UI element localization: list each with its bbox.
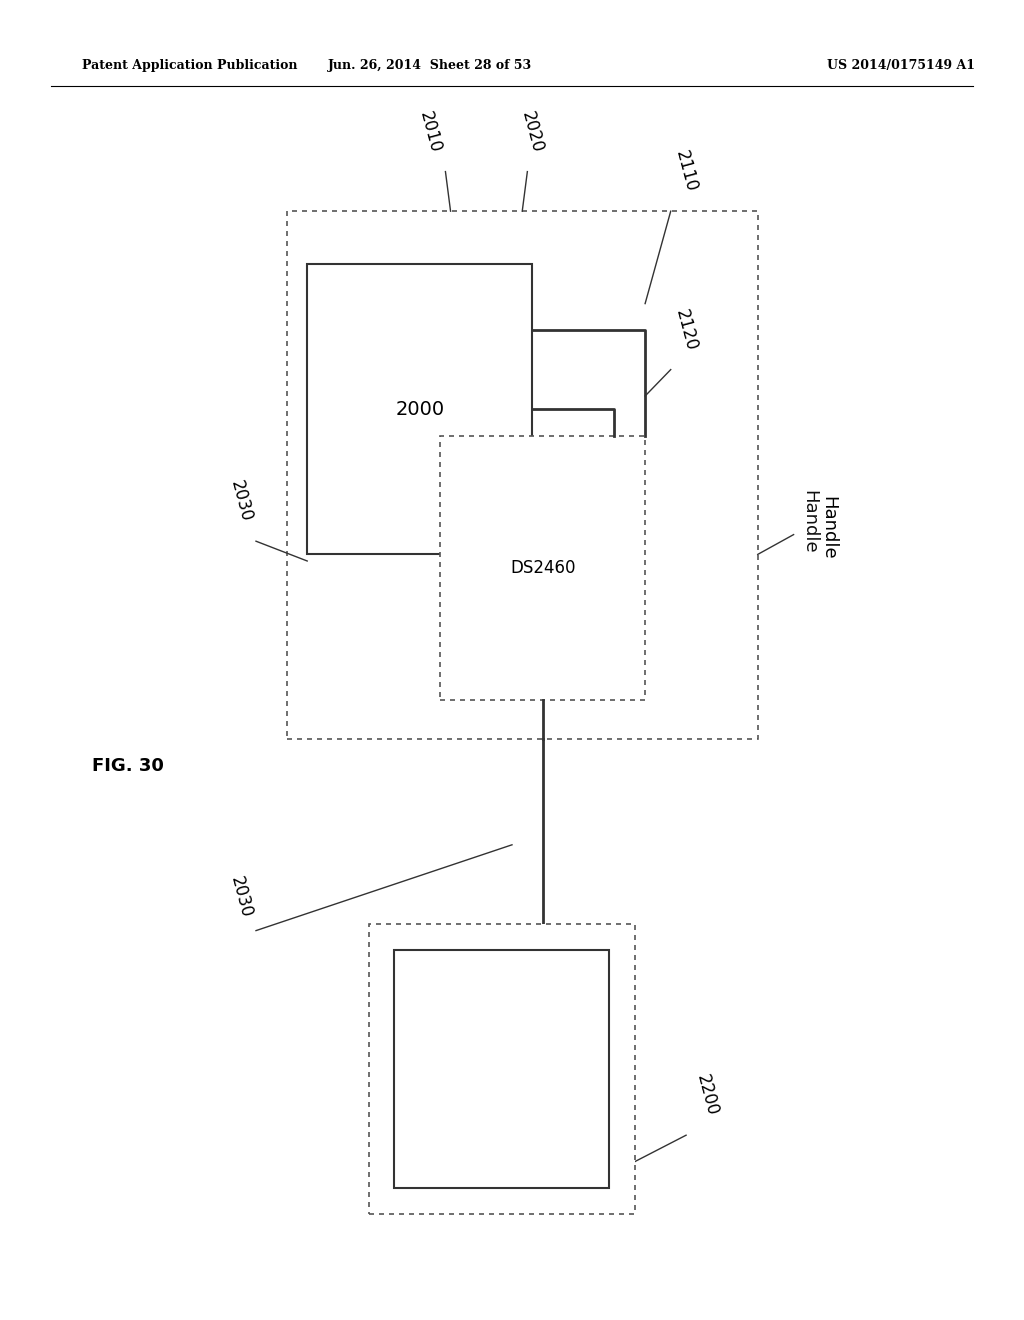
FancyBboxPatch shape — [307, 264, 532, 554]
Text: Patent Application Publication: Patent Application Publication — [82, 59, 297, 73]
Text: 2030: 2030 — [226, 479, 255, 524]
Text: Jun. 26, 2014  Sheet 28 of 53: Jun. 26, 2014 Sheet 28 of 53 — [328, 59, 532, 73]
Text: Handle: Handle — [800, 490, 818, 553]
Text: 2110: 2110 — [672, 149, 700, 194]
Text: 2000: 2000 — [395, 400, 444, 418]
Text: FIG. 30: FIG. 30 — [92, 756, 164, 775]
Text: DS2460: DS2460 — [510, 558, 575, 577]
FancyBboxPatch shape — [394, 950, 609, 1188]
Text: 2010: 2010 — [416, 110, 444, 154]
Text: DS2432: DS2432 — [469, 1060, 535, 1078]
FancyBboxPatch shape — [369, 924, 635, 1214]
Text: Handle: Handle — [819, 496, 838, 560]
FancyBboxPatch shape — [440, 436, 645, 700]
Text: 2020: 2020 — [518, 110, 547, 154]
Text: 2200: 2200 — [692, 1073, 721, 1118]
Text: 2030: 2030 — [226, 875, 255, 920]
Text: US 2014/0175149 A1: US 2014/0175149 A1 — [827, 59, 975, 73]
Text: 2120: 2120 — [672, 308, 700, 352]
